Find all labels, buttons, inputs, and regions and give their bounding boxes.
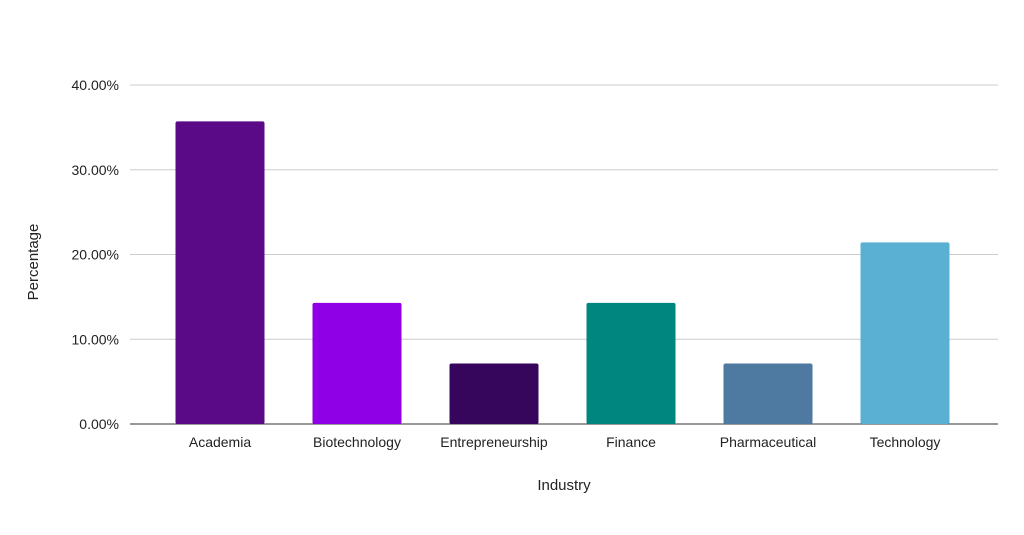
bar-biotechnology	[312, 302, 402, 424]
y-tick-label: 40.00%	[72, 77, 119, 93]
x-axis-label: Industry	[537, 477, 591, 494]
x-tick-label: Technology	[870, 434, 941, 450]
x-tick-label: Finance	[606, 434, 656, 450]
x-tick-label: Pharmaceutical	[720, 434, 817, 450]
bar-pharmaceutical	[723, 363, 813, 424]
bar-academia	[175, 121, 265, 424]
y-tick-label: 20.00%	[72, 247, 119, 263]
bar-technology	[860, 242, 950, 424]
y-tick-label: 10.00%	[72, 331, 119, 347]
x-tick-label: Biotechnology	[313, 434, 401, 450]
y-axis-label: Percentage	[25, 224, 42, 301]
y-tick-label: 0.00%	[79, 416, 119, 432]
bar-finance	[586, 302, 676, 424]
bar-entrepreneurship	[449, 363, 539, 424]
x-tick-label: Academia	[189, 434, 251, 450]
y-tick-label: 30.00%	[72, 162, 119, 178]
x-tick-label: Entrepreneurship	[440, 434, 548, 450]
